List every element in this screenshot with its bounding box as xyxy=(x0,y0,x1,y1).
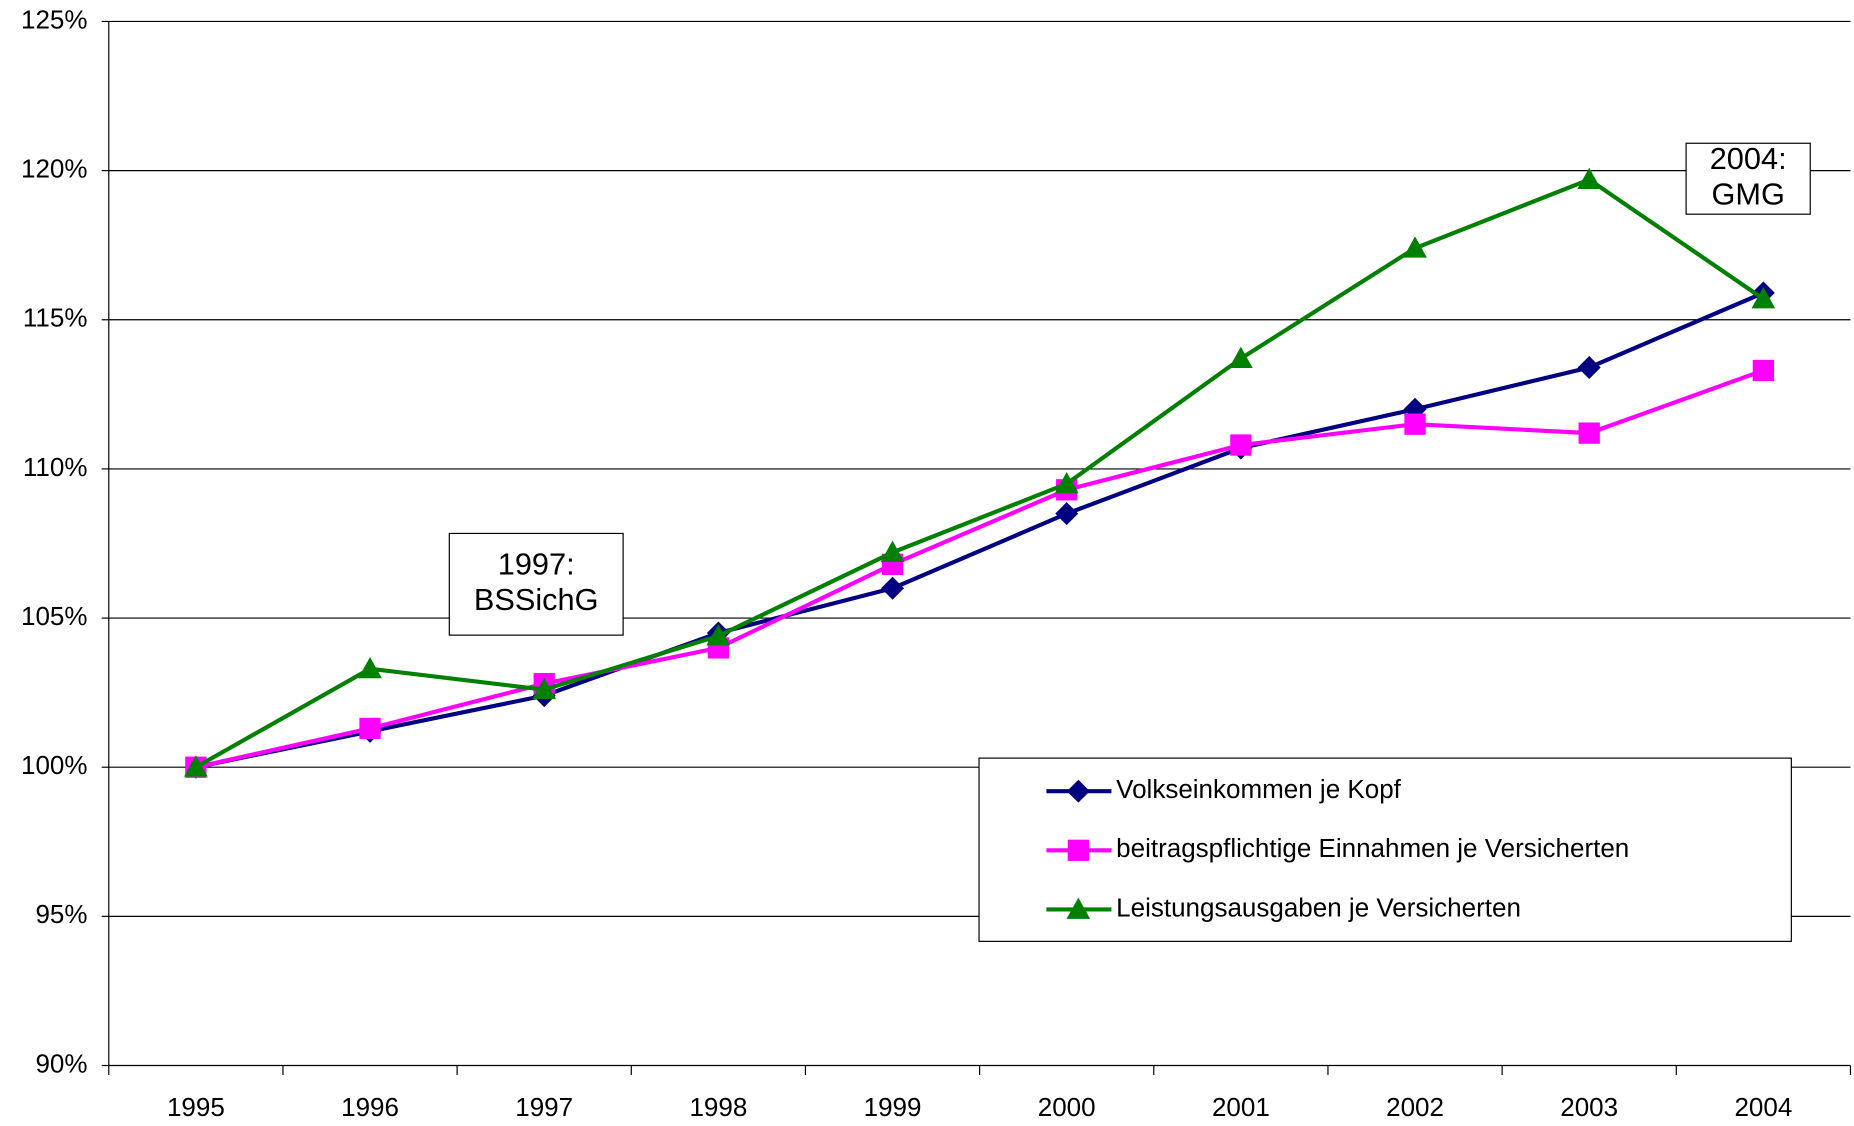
marker xyxy=(1578,422,1600,444)
legend-box xyxy=(978,757,1792,942)
x-tick-label: 1996 xyxy=(341,1092,399,1122)
y-tick-label: 125% xyxy=(21,4,88,34)
annotation-text: 1997: xyxy=(498,547,575,582)
legend-label: Volkseinkommen je Kopf xyxy=(1116,774,1401,804)
marker xyxy=(359,717,381,740)
y-tick-label: 115% xyxy=(23,303,88,333)
y-tick-label: 120% xyxy=(21,153,88,183)
x-tick-label: 1998 xyxy=(689,1092,747,1122)
marker xyxy=(1229,346,1253,369)
x-tick-label: 2004 xyxy=(1734,1092,1792,1122)
marker xyxy=(1577,167,1602,190)
marker xyxy=(1403,236,1427,258)
marker xyxy=(1055,502,1079,526)
marker xyxy=(881,576,905,600)
marker xyxy=(1751,287,1776,309)
annotation-text: BSSichG xyxy=(474,582,599,617)
marker xyxy=(1066,897,1091,919)
annotation-box xyxy=(1685,142,1811,215)
series-line xyxy=(195,368,1765,770)
series-line xyxy=(195,291,1765,770)
marker xyxy=(184,755,208,777)
x-tick-label: 1997 xyxy=(515,1092,573,1122)
y-tick-label: 105% xyxy=(21,601,88,631)
x-tick-label: 2000 xyxy=(1038,1092,1096,1122)
marker xyxy=(1752,359,1775,382)
marker xyxy=(1230,434,1252,456)
y-tick-label: 100% xyxy=(21,750,88,780)
marker xyxy=(532,677,557,700)
y-tick-label: 110% xyxy=(23,452,88,482)
x-tick-label: 1999 xyxy=(864,1092,922,1122)
marker xyxy=(1577,356,1601,379)
y-tick-label: 95% xyxy=(35,899,87,929)
marker xyxy=(1404,413,1426,435)
marker xyxy=(1067,839,1089,861)
marker xyxy=(1054,472,1079,494)
x-tick-label: 1995 xyxy=(167,1092,225,1122)
marker xyxy=(1066,779,1090,803)
annotation-text: GMG xyxy=(1711,177,1784,212)
legend-label: beitragspflichtige Einnahmen je Versiche… xyxy=(1116,833,1629,863)
y-tick-label: 90% xyxy=(35,1048,87,1078)
annotation-box xyxy=(448,532,624,636)
x-tick-label: 2001 xyxy=(1212,1092,1270,1122)
annotation-text: 2004: xyxy=(1710,141,1787,176)
marker xyxy=(880,540,905,562)
marker xyxy=(358,656,382,679)
series-line xyxy=(194,177,1765,770)
marker xyxy=(706,624,731,646)
x-tick-label: 2002 xyxy=(1386,1092,1444,1122)
x-tick-label: 2003 xyxy=(1560,1092,1618,1122)
legend-label: Leistungsausgaben je Versicherten xyxy=(1116,892,1521,922)
